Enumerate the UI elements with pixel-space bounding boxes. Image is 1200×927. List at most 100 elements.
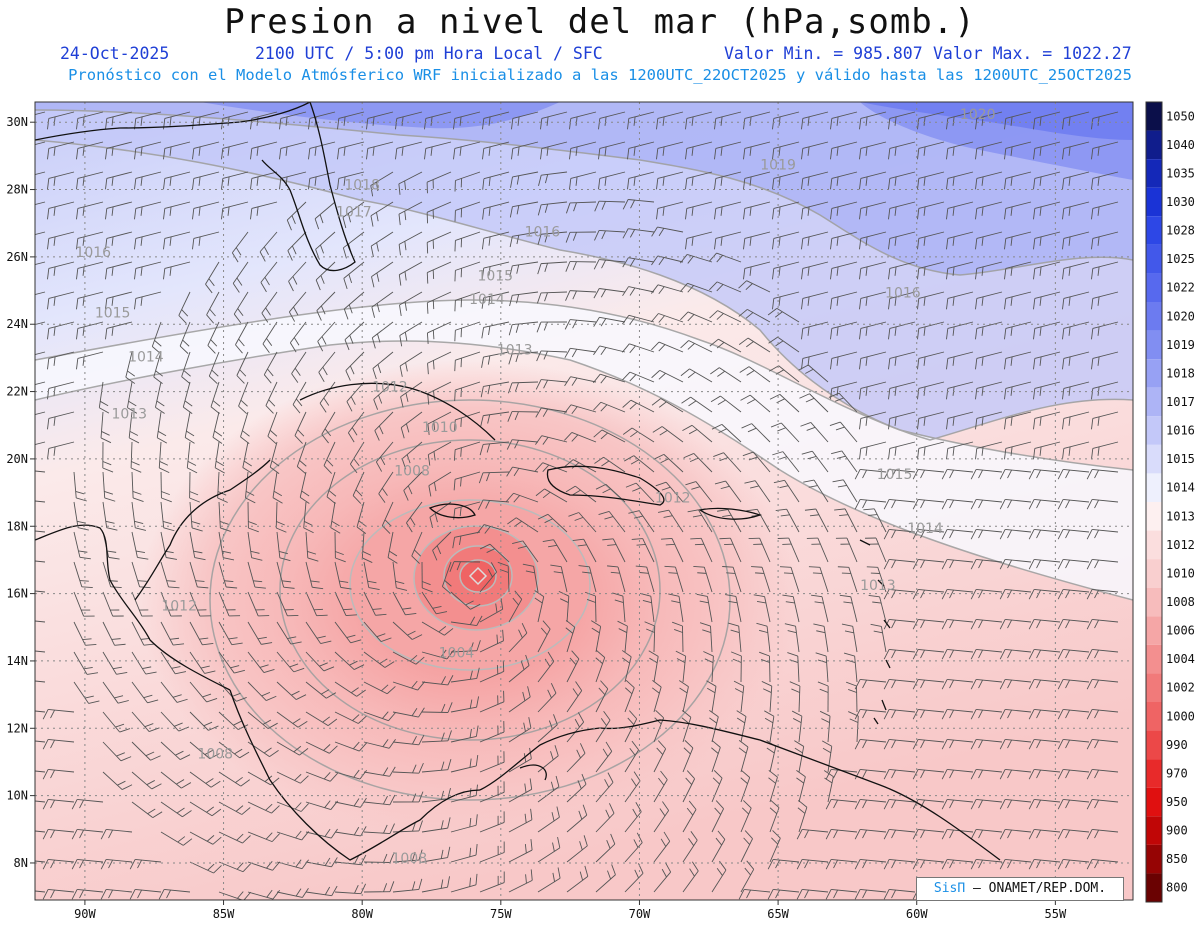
- contour-label: 1012: [372, 380, 408, 396]
- wind-barb: [509, 201, 539, 218]
- lat-tick-label: 14N: [6, 654, 28, 668]
- wind-barb: [668, 593, 684, 623]
- lon-tick-label: 70W: [629, 907, 651, 921]
- wind-barb: [35, 740, 46, 743]
- wind-barb: [276, 651, 305, 673]
- wind-barb: [740, 860, 755, 893]
- wind-barb: [682, 800, 697, 833]
- wind-barb: [47, 201, 75, 220]
- wind-barb: [593, 288, 626, 299]
- wind-barb: [1033, 141, 1061, 160]
- colorbar-label: 1016: [1166, 424, 1195, 438]
- wind-barb: [189, 531, 206, 561]
- wind-barb: [1028, 708, 1061, 720]
- wind-barb: [1028, 618, 1061, 630]
- wind-barb: [482, 111, 510, 130]
- wind-barb: [305, 857, 338, 868]
- wind-barb: [125, 351, 136, 384]
- wind-barb: [522, 563, 539, 593]
- wind-barb: [801, 201, 829, 220]
- wind-barb: [999, 678, 1032, 690]
- wind-barb: [999, 858, 1032, 870]
- lat-tick-label: 26N: [6, 250, 28, 264]
- wind-barb: [825, 888, 858, 900]
- wind-barb: [801, 261, 829, 280]
- wind-barb: [218, 831, 251, 844]
- wind-barb: [428, 471, 452, 497]
- wind-barb: [366, 111, 394, 130]
- wind-barb: [830, 141, 858, 160]
- wind-barb: [536, 291, 568, 304]
- wind-barb: [218, 501, 231, 532]
- wind-barb: [854, 468, 887, 480]
- wind-barb: [651, 255, 684, 266]
- wind-barb: [946, 231, 974, 250]
- wind-barb: [508, 654, 530, 683]
- wind-barb: [35, 590, 46, 593]
- wind-barb: [276, 591, 299, 617]
- wind-barb: [1091, 201, 1119, 220]
- wind-barb: [564, 319, 597, 330]
- wind-barb: [105, 141, 133, 160]
- wind-barb: [813, 623, 829, 653]
- wind-barb: [714, 231, 742, 250]
- wind-barb: [276, 531, 291, 562]
- wind-barb: [42, 708, 75, 720]
- wind-barb: [653, 862, 672, 893]
- wind-barb: [479, 598, 504, 623]
- wind-barb: [392, 561, 408, 591]
- wind-barb: [189, 741, 220, 760]
- wind-barb: [238, 381, 249, 414]
- wind-barb: [1004, 351, 1032, 370]
- contour-label: 1016: [885, 285, 921, 301]
- wind-barb: [1057, 498, 1090, 510]
- wind-barb: [693, 565, 713, 593]
- wind-barb: [593, 429, 626, 443]
- wind-barb: [1057, 558, 1090, 570]
- wind-barb: [1004, 411, 1032, 430]
- wind-barb: [917, 291, 945, 310]
- wind-barb: [449, 561, 481, 572]
- wind-barb: [1028, 858, 1061, 870]
- wind-barb: [508, 351, 539, 365]
- wind-barb: [158, 888, 191, 900]
- wind-barb: [399, 291, 423, 316]
- map-title: Presion a nivel del mar (hPa,somb.): [224, 2, 976, 42]
- wind-barb: [156, 411, 168, 444]
- wind-barb: [35, 411, 46, 416]
- wind-barb: [753, 594, 771, 623]
- wind-barb: [73, 651, 99, 675]
- wind-barb: [479, 562, 498, 593]
- wind-barb: [743, 111, 771, 130]
- wind-barb: [775, 508, 800, 533]
- wind-barb: [1062, 141, 1090, 160]
- wind-barb: [102, 651, 128, 675]
- wind-barb: [595, 772, 614, 803]
- wind-barb: [476, 524, 510, 534]
- contour-label: 1018: [344, 178, 380, 194]
- wind-barb: [181, 351, 191, 385]
- lat-tick-label: 24N: [6, 317, 28, 331]
- wind-barb: [830, 261, 858, 280]
- wind-barb: [1057, 828, 1090, 840]
- wind-barb: [764, 710, 775, 743]
- wind-barb: [719, 537, 742, 563]
- wind-barb: [565, 619, 576, 653]
- wind-barb: [262, 321, 278, 354]
- wind-barb: [134, 141, 162, 160]
- wind-barb: [296, 441, 307, 475]
- wind-barb: [326, 471, 337, 505]
- wind-barb: [1057, 468, 1090, 480]
- colorbar-swatch: [1146, 844, 1162, 874]
- wind-barb: [714, 201, 742, 220]
- wind-barb: [76, 351, 104, 370]
- wind-barb: [912, 858, 945, 870]
- wind-barb: [186, 441, 198, 474]
- wind-barb: [509, 261, 539, 277]
- wind-barb: [76, 261, 104, 280]
- wind-barb: [1086, 618, 1119, 630]
- wind-barb: [189, 681, 218, 703]
- wind-barb: [398, 231, 423, 256]
- wind-barb: [550, 564, 568, 593]
- wind-barb: [130, 441, 142, 473]
